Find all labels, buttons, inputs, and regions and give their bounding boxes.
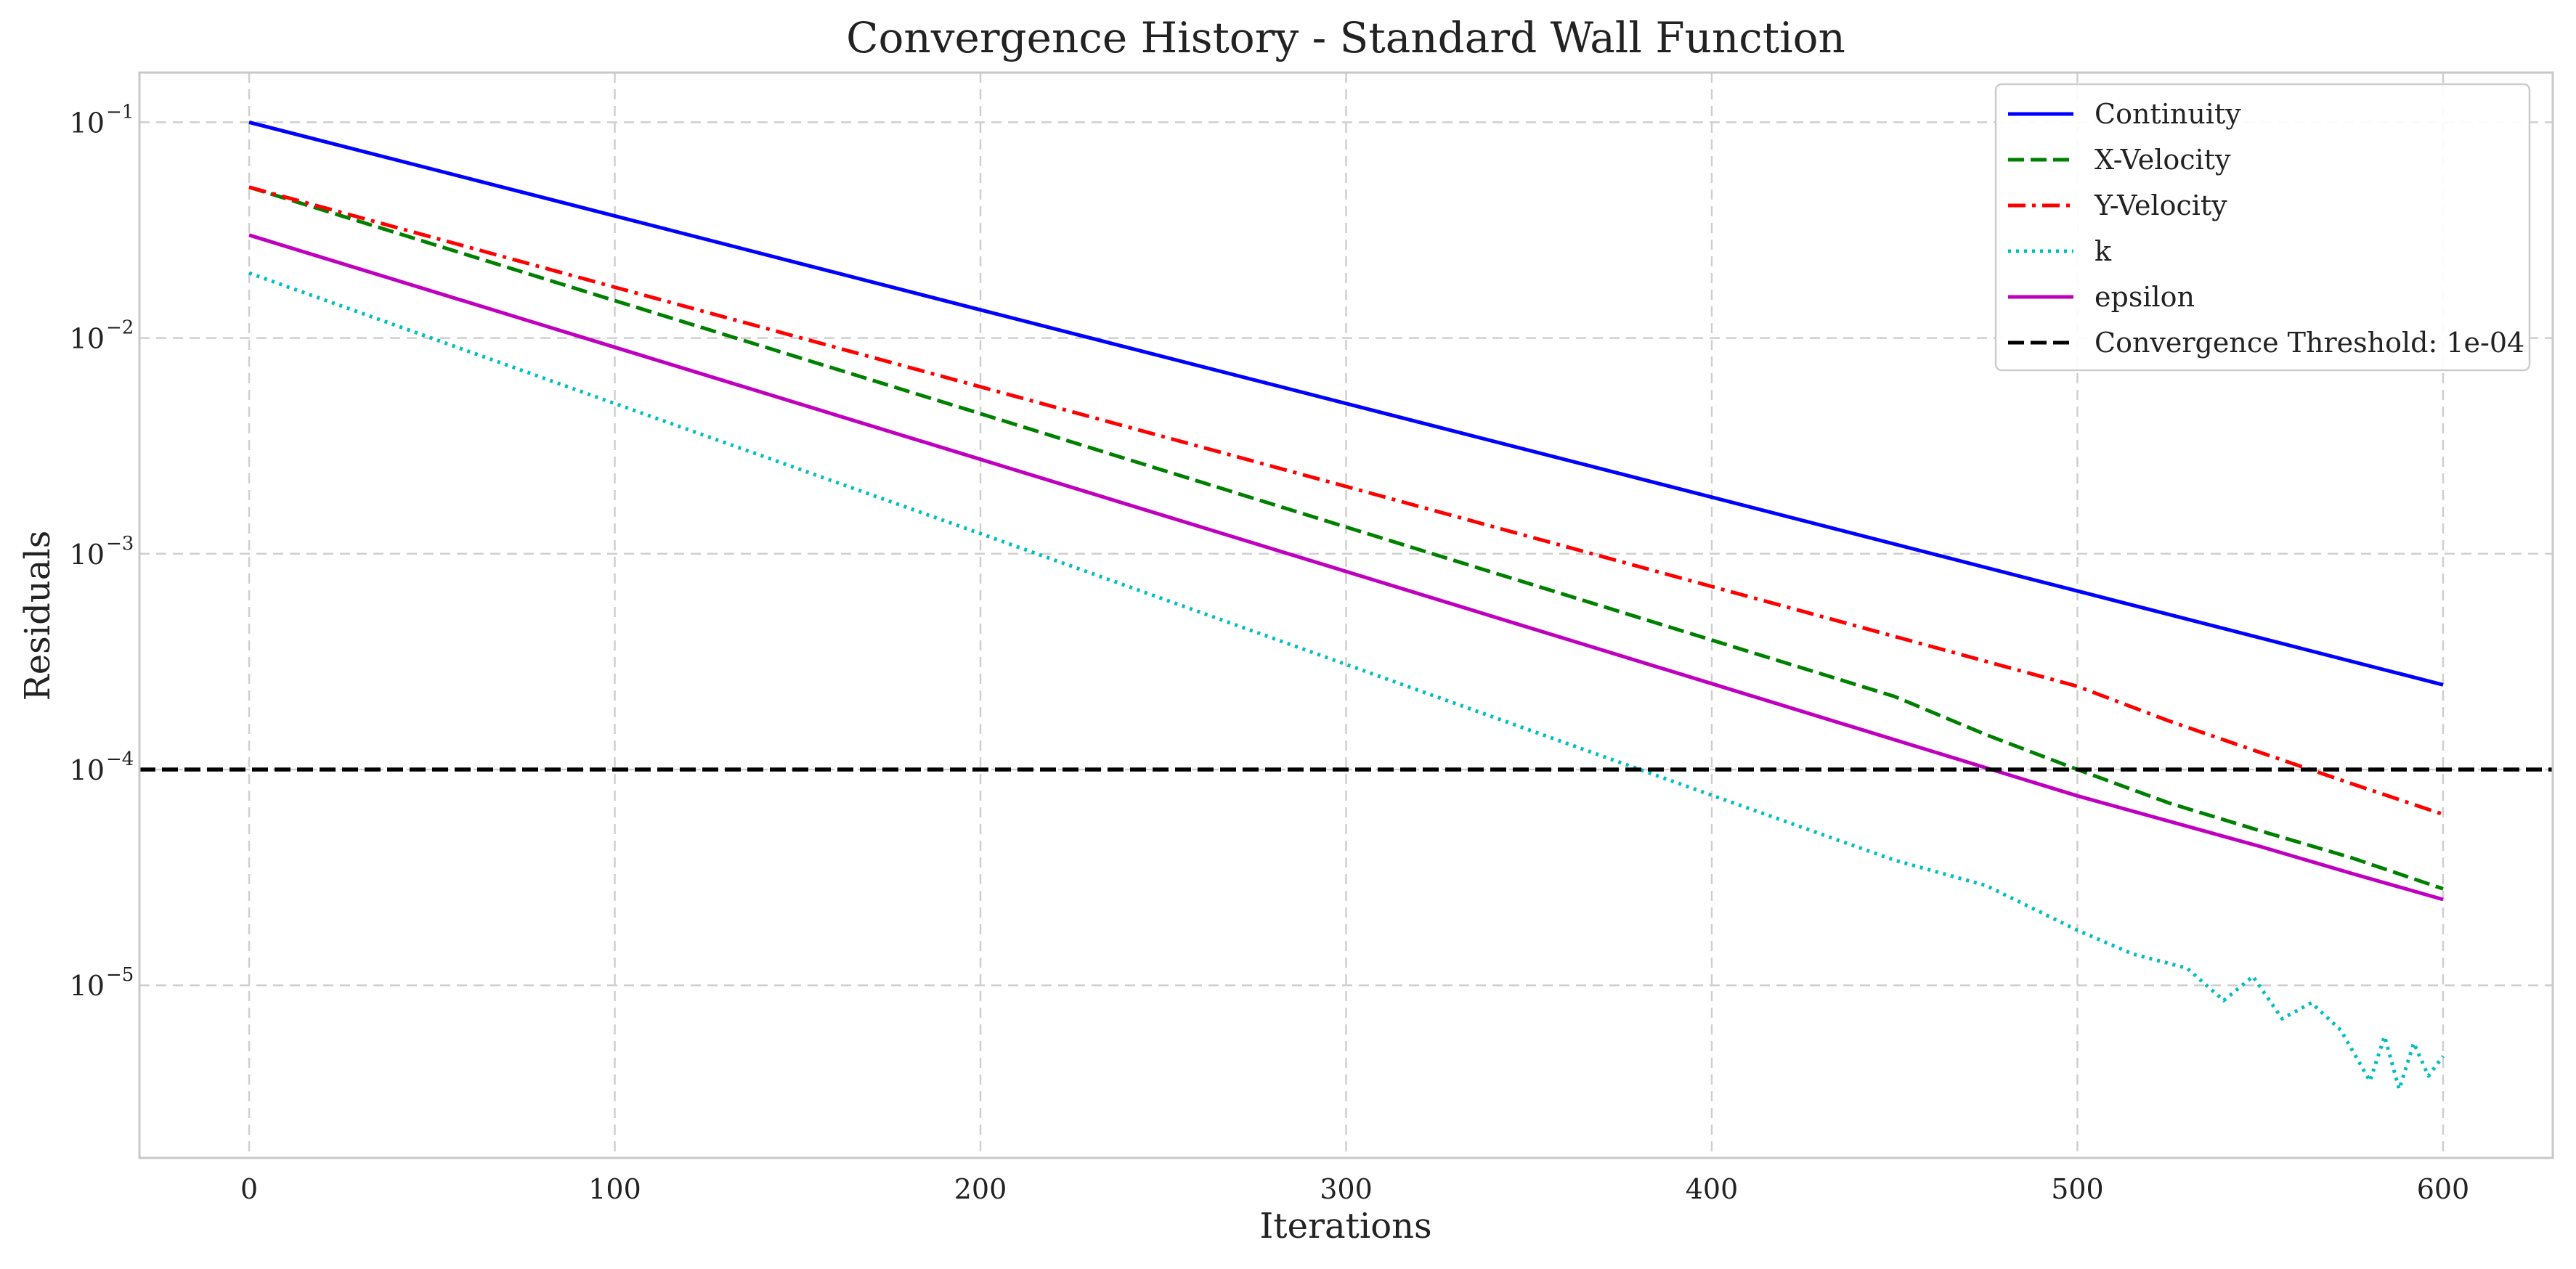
series-line-epsilon	[248, 233, 2444, 902]
plot-frame	[138, 71, 2554, 1159]
y-tick-exponent: −3	[106, 533, 134, 555]
y-tick-base: 10	[70, 107, 105, 139]
legend-entry: Continuity	[2008, 98, 2241, 130]
y-tick-exponent: −5	[106, 964, 134, 986]
y-tick-label: 10 −5	[70, 964, 134, 1002]
legend-box	[1994, 83, 2531, 372]
legend-label: k	[2094, 235, 2112, 267]
legend-entry: Convergence Threshold: 1e-04	[2008, 327, 2524, 359]
legend-label: Convergence Threshold: 1e-04	[2094, 327, 2524, 359]
legend-entry: X-Velocity	[2008, 144, 2231, 176]
legend-label: Continuity	[2094, 98, 2241, 130]
y-axis-label: Residuals	[17, 531, 58, 701]
chart-title: Convergence History - Standard Wall Func…	[846, 13, 1845, 62]
series-lines	[248, 120, 2445, 1091]
y-tick-base: 10	[70, 970, 105, 1002]
x-axis-ticks: 0 100 200 300 400 500 600	[240, 1173, 2469, 1205]
y-tick-exponent: −4	[106, 748, 134, 770]
y-tick-base: 10	[70, 539, 105, 571]
legend-entry: k	[2008, 235, 2112, 267]
x-tick-label: 100	[588, 1173, 641, 1205]
y-tick-exponent: −1	[106, 101, 134, 123]
series-line-x-velocity	[248, 185, 2444, 891]
x-tick-label: 300	[1320, 1173, 1373, 1205]
y-tick-base: 10	[70, 754, 105, 786]
series-line-k	[248, 271, 2445, 1091]
legend-label: X-Velocity	[2094, 144, 2231, 176]
legend: Continuity X-Velocity Y-Velocity k epsilon Co…	[1994, 83, 2531, 372]
x-tick-label: 500	[2051, 1173, 2104, 1205]
series-line-continuity	[248, 120, 2444, 687]
y-tick-label: 10 −1	[70, 101, 134, 139]
y-tick-label: 10 −3	[70, 533, 134, 571]
y-tick-exponent: −2	[106, 317, 134, 339]
legend-entries: Continuity X-Velocity Y-Velocity k epsilon Co…	[2008, 98, 2524, 359]
legend-label: epsilon	[2094, 281, 2195, 313]
y-tick-label: 10 −4	[70, 748, 134, 786]
x-tick-label: 200	[954, 1173, 1007, 1205]
x-tick-label: 600	[2417, 1173, 2470, 1205]
y-tick-label: 10 −2	[70, 317, 134, 355]
y-tick-base: 10	[70, 323, 105, 355]
legend-label: Y-Velocity	[2094, 189, 2227, 221]
y-axis-ticks: 10−110−210−310−410−5	[70, 101, 134, 1002]
legend-entry: epsilon	[2008, 281, 2195, 313]
x-tick-label: 400	[1686, 1173, 1739, 1205]
legend-entry: Y-Velocity	[2008, 189, 2227, 221]
x-tick-label: 0	[240, 1173, 258, 1205]
x-axis-label: Iterations	[1259, 1206, 1431, 1246]
